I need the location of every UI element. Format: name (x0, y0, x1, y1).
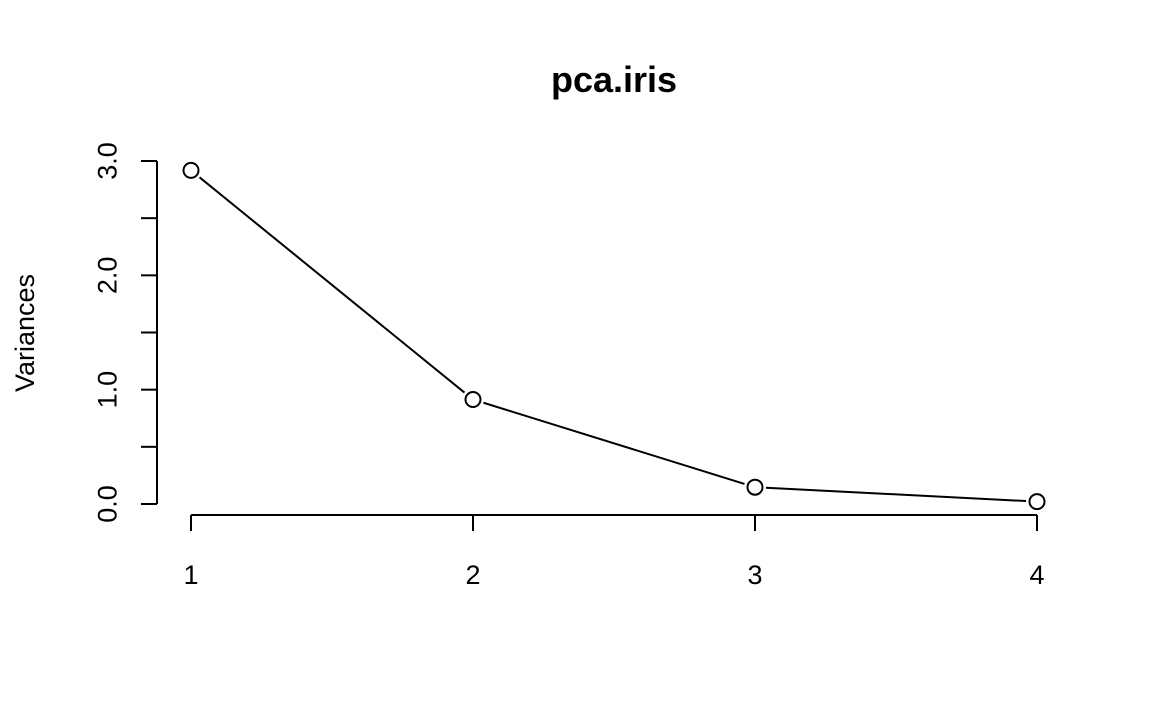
y-tick-label: 0.0 (92, 485, 122, 523)
series-line-segment (483, 401, 745, 485)
y-tick-label: 2.0 (92, 257, 122, 295)
data-point (182, 161, 200, 179)
x-tick-label: 3 (747, 560, 762, 590)
y-axis: 0.0 1.0 2.0 3.0 (92, 142, 158, 523)
data-point (464, 390, 482, 408)
series-variances (182, 161, 1046, 511)
data-point (746, 478, 764, 496)
chart-title: pca.iris (551, 59, 677, 100)
y-tick-label: 1.0 (92, 371, 122, 409)
y-axis-label: Variances (10, 274, 40, 392)
y-tick-label: 3.0 (92, 142, 122, 180)
x-tick-label: 4 (1029, 560, 1044, 590)
series-line-segment (765, 486, 1027, 503)
series-line-segment (198, 176, 466, 394)
x-tick-label: 2 (465, 560, 480, 590)
x-tick-label: 1 (183, 560, 198, 590)
x-axis: 1 2 3 4 (183, 514, 1045, 590)
data-point (1028, 493, 1046, 511)
